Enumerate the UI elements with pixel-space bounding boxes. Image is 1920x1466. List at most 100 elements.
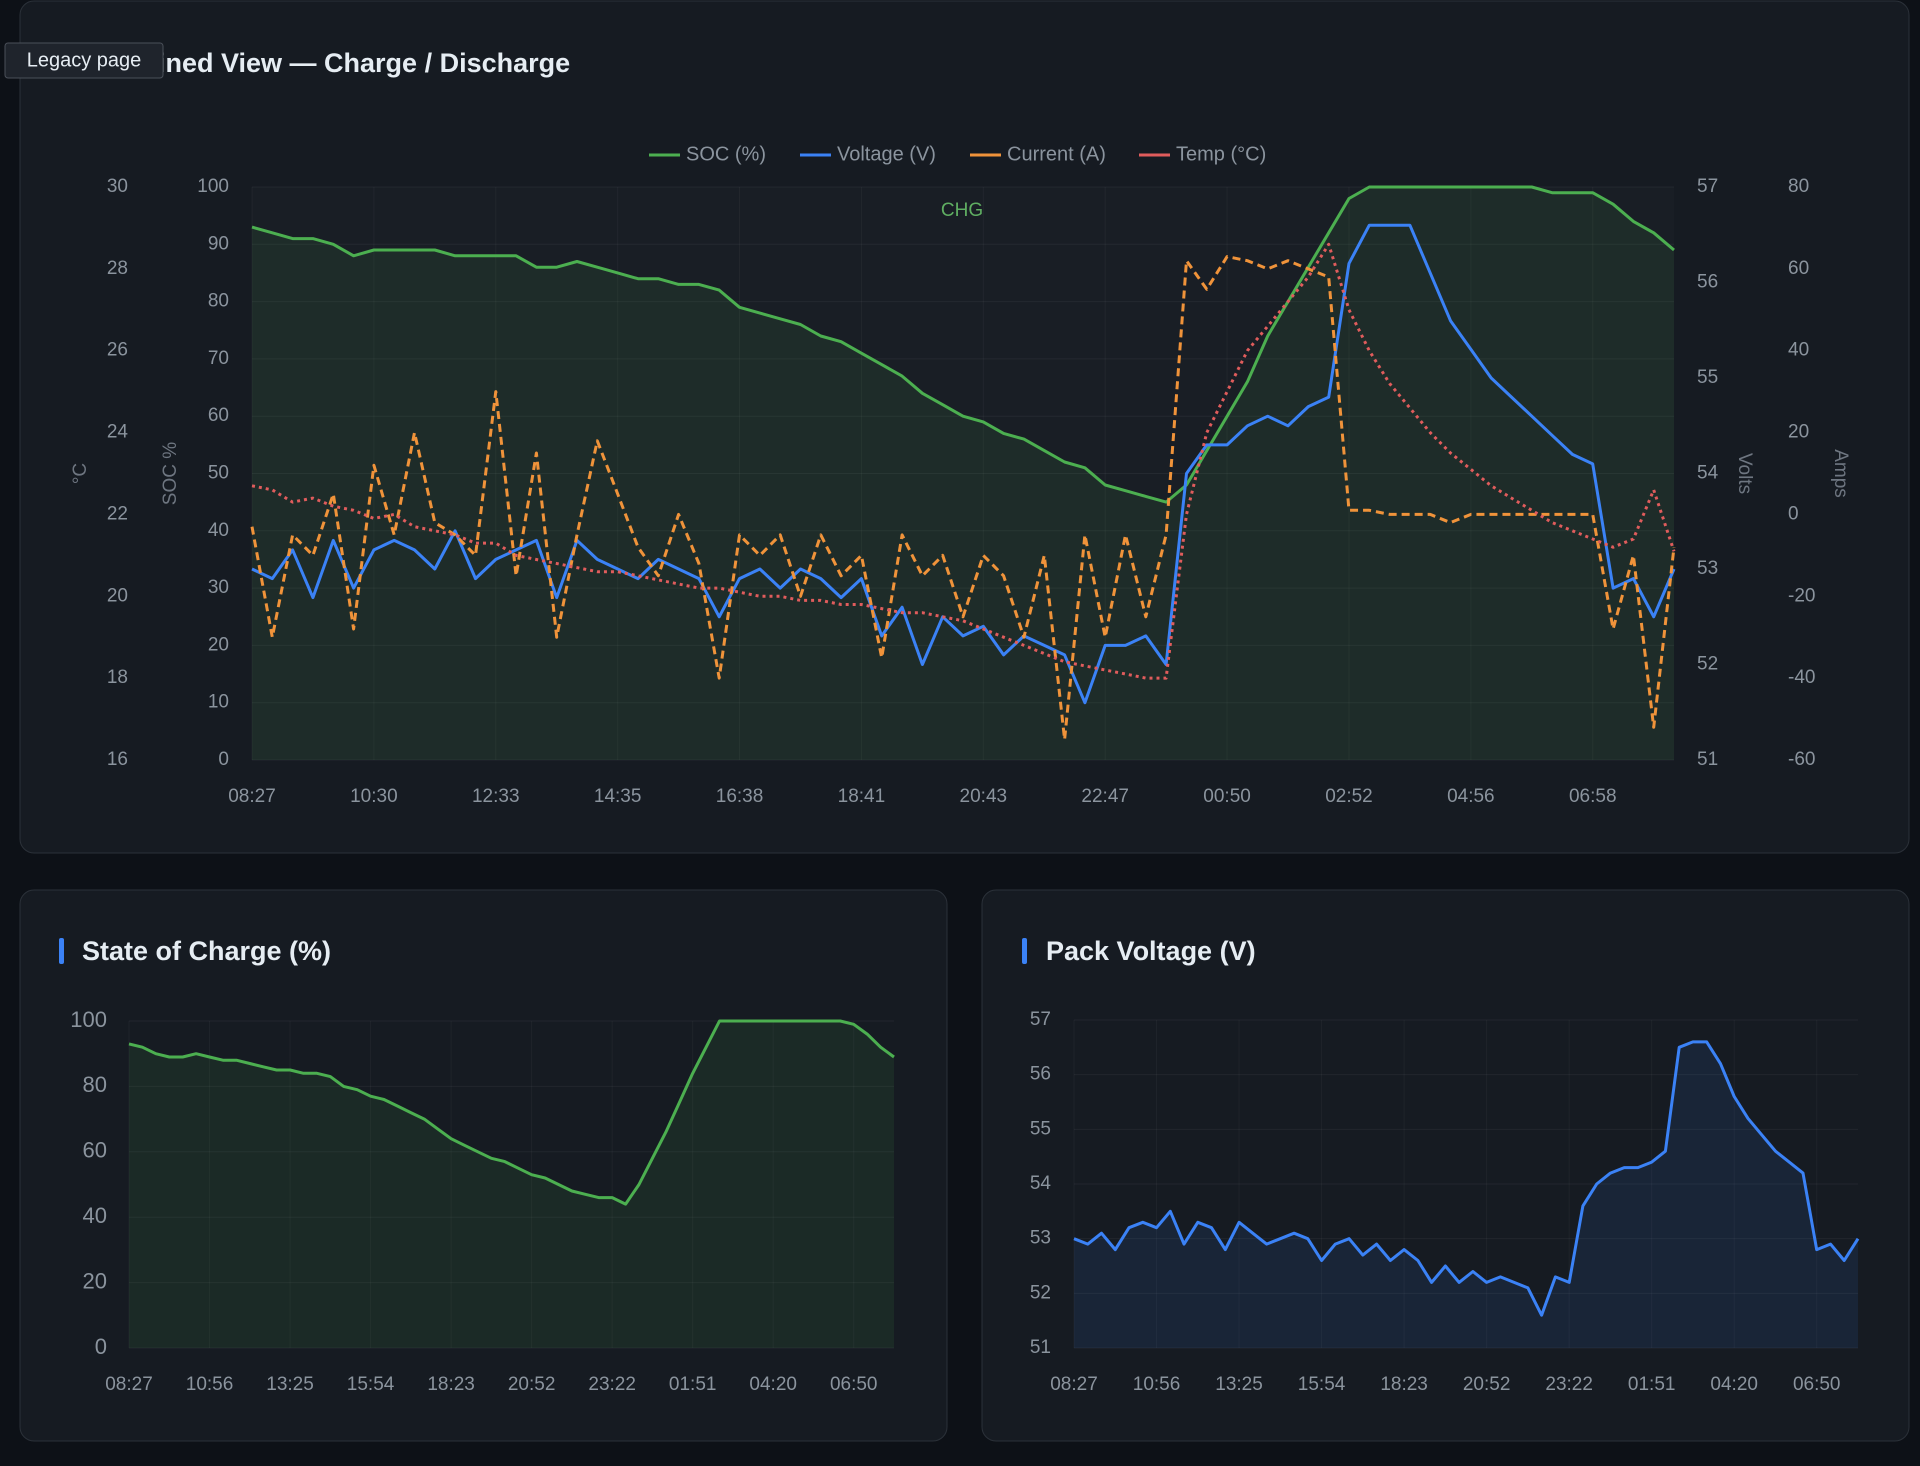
- x-tick-label: 20:43: [960, 786, 1008, 807]
- y-tick-label: 18: [107, 667, 128, 688]
- x-tick-label: 10:56: [186, 1374, 234, 1395]
- area: [1074, 1041, 1858, 1348]
- x-tick-label: 20:52: [508, 1374, 556, 1395]
- y-tick-label: 55: [1030, 1118, 1051, 1139]
- y-tick-label: 56: [1697, 272, 1718, 293]
- line: [1073, 1040, 1860, 1317]
- y-tick-label: 22: [107, 503, 128, 524]
- line: [128, 1019, 895, 1206]
- y-tick-label: 26: [107, 340, 128, 361]
- y-tick-label: 56: [1030, 1064, 1051, 1085]
- x-tick-label: 18:23: [1380, 1374, 1428, 1395]
- y-tick-label: 24: [107, 422, 129, 443]
- panel: [19, 0, 1910, 854]
- area: [252, 187, 1674, 760]
- y-tick-label: 50: [208, 463, 229, 484]
- x-tick-label: 01:51: [1628, 1374, 1676, 1395]
- y-tick-label: 60: [208, 405, 229, 426]
- legend-label: Current (A): [1007, 143, 1106, 165]
- x-tick-label: 13:25: [1215, 1374, 1263, 1395]
- legend-label: SOC (%): [686, 143, 766, 165]
- y-tick-label: 60: [1788, 258, 1809, 279]
- y-tick-label: 0: [218, 749, 229, 770]
- x-tick-label: 18:41: [838, 786, 886, 807]
- y-tick-label: 28: [107, 258, 128, 279]
- tooltip-text: Legacy page: [27, 49, 142, 71]
- y-tick-label: 80: [208, 291, 229, 312]
- y-tick-label: 80: [83, 1072, 107, 1097]
- y-tick-label: 80: [1788, 176, 1809, 197]
- axis-title: Volts: [1734, 453, 1755, 494]
- x-tick-label: 20:52: [1463, 1374, 1511, 1395]
- x-tick-label: 16:38: [716, 786, 764, 807]
- y-tick-label: 53: [1697, 558, 1718, 579]
- line: [250, 255, 1676, 741]
- panel-title: Pack Voltage (V): [1046, 936, 1256, 966]
- panel: [981, 889, 1910, 1442]
- x-tick-label: 12:33: [472, 786, 520, 807]
- y-tick-label: 60: [83, 1138, 107, 1163]
- y-tick-label: 20: [1788, 422, 1809, 443]
- y-tick-label: 40: [83, 1203, 107, 1228]
- axis-title: °C: [70, 463, 91, 484]
- y-tick-label: -40: [1788, 667, 1815, 688]
- x-tick-label: 10:30: [350, 786, 398, 807]
- y-tick-label: -60: [1788, 749, 1815, 770]
- title-accent: [59, 938, 64, 964]
- x-tick-label: 14:35: [594, 786, 642, 807]
- y-tick-label: 54: [1030, 1173, 1052, 1194]
- y-tick-label: 53: [1030, 1228, 1051, 1249]
- title-accent: [1022, 938, 1027, 964]
- x-tick-label: 15:54: [1298, 1374, 1346, 1395]
- annotation: CHG: [941, 200, 983, 221]
- x-tick-label: 08:27: [228, 786, 276, 807]
- y-tick-label: 30: [208, 577, 229, 598]
- y-tick-label: 0: [1788, 503, 1799, 524]
- y-tick-label: 70: [208, 348, 229, 369]
- y-tick-label: 10: [208, 692, 229, 713]
- x-tick-label: 15:54: [347, 1374, 395, 1395]
- x-tick-label: 00:50: [1203, 786, 1251, 807]
- line: [251, 185, 1675, 504]
- x-tick-label: 23:22: [588, 1374, 636, 1395]
- x-tick-label: 06:50: [830, 1374, 878, 1395]
- x-tick-label: 06:50: [1793, 1374, 1841, 1395]
- panel-title: ined View — Charge / Discharge: [158, 48, 570, 78]
- y-tick-label: 57: [1697, 176, 1718, 197]
- y-tick-label: 16: [107, 749, 128, 770]
- y-tick-label: 90: [208, 233, 229, 254]
- line: [251, 223, 1676, 705]
- axis-title: SOC %: [160, 442, 181, 505]
- panel-title: State of Charge (%): [82, 936, 331, 966]
- x-tick-label: 23:22: [1545, 1374, 1593, 1395]
- y-tick-label: 0: [95, 1334, 107, 1359]
- x-tick-label: 13:25: [266, 1374, 314, 1395]
- y-tick-label: 100: [70, 1007, 107, 1032]
- y-tick-label: 40: [208, 520, 229, 541]
- x-tick-label: 04:20: [1710, 1374, 1758, 1395]
- y-tick-label: 20: [83, 1268, 107, 1293]
- legend-label: Voltage (V): [837, 143, 936, 165]
- axis-title: Amps: [1830, 449, 1851, 498]
- x-tick-label: 04:20: [749, 1374, 797, 1395]
- y-tick-label: 55: [1697, 367, 1718, 388]
- x-tick-label: 10:56: [1133, 1374, 1181, 1395]
- y-tick-label: 100: [197, 176, 229, 197]
- tooltip: [4, 42, 164, 79]
- y-tick-label: 52: [1030, 1282, 1051, 1303]
- y-tick-label: 30: [107, 176, 128, 197]
- y-tick-label: 20: [107, 585, 128, 606]
- x-tick-label: 22:47: [1081, 786, 1129, 807]
- y-tick-label: 51: [1697, 749, 1718, 770]
- x-tick-label: 08:27: [105, 1374, 153, 1395]
- y-tick-label: 20: [208, 634, 229, 655]
- x-tick-label: 18:23: [427, 1374, 475, 1395]
- x-tick-label: 06:58: [1569, 786, 1617, 807]
- y-tick-label: 54: [1697, 463, 1719, 484]
- x-tick-label: 08:27: [1050, 1374, 1098, 1395]
- x-tick-label: 01:51: [669, 1374, 717, 1395]
- y-tick-label: 40: [1788, 340, 1809, 361]
- legend-label: Temp (°C): [1176, 143, 1266, 165]
